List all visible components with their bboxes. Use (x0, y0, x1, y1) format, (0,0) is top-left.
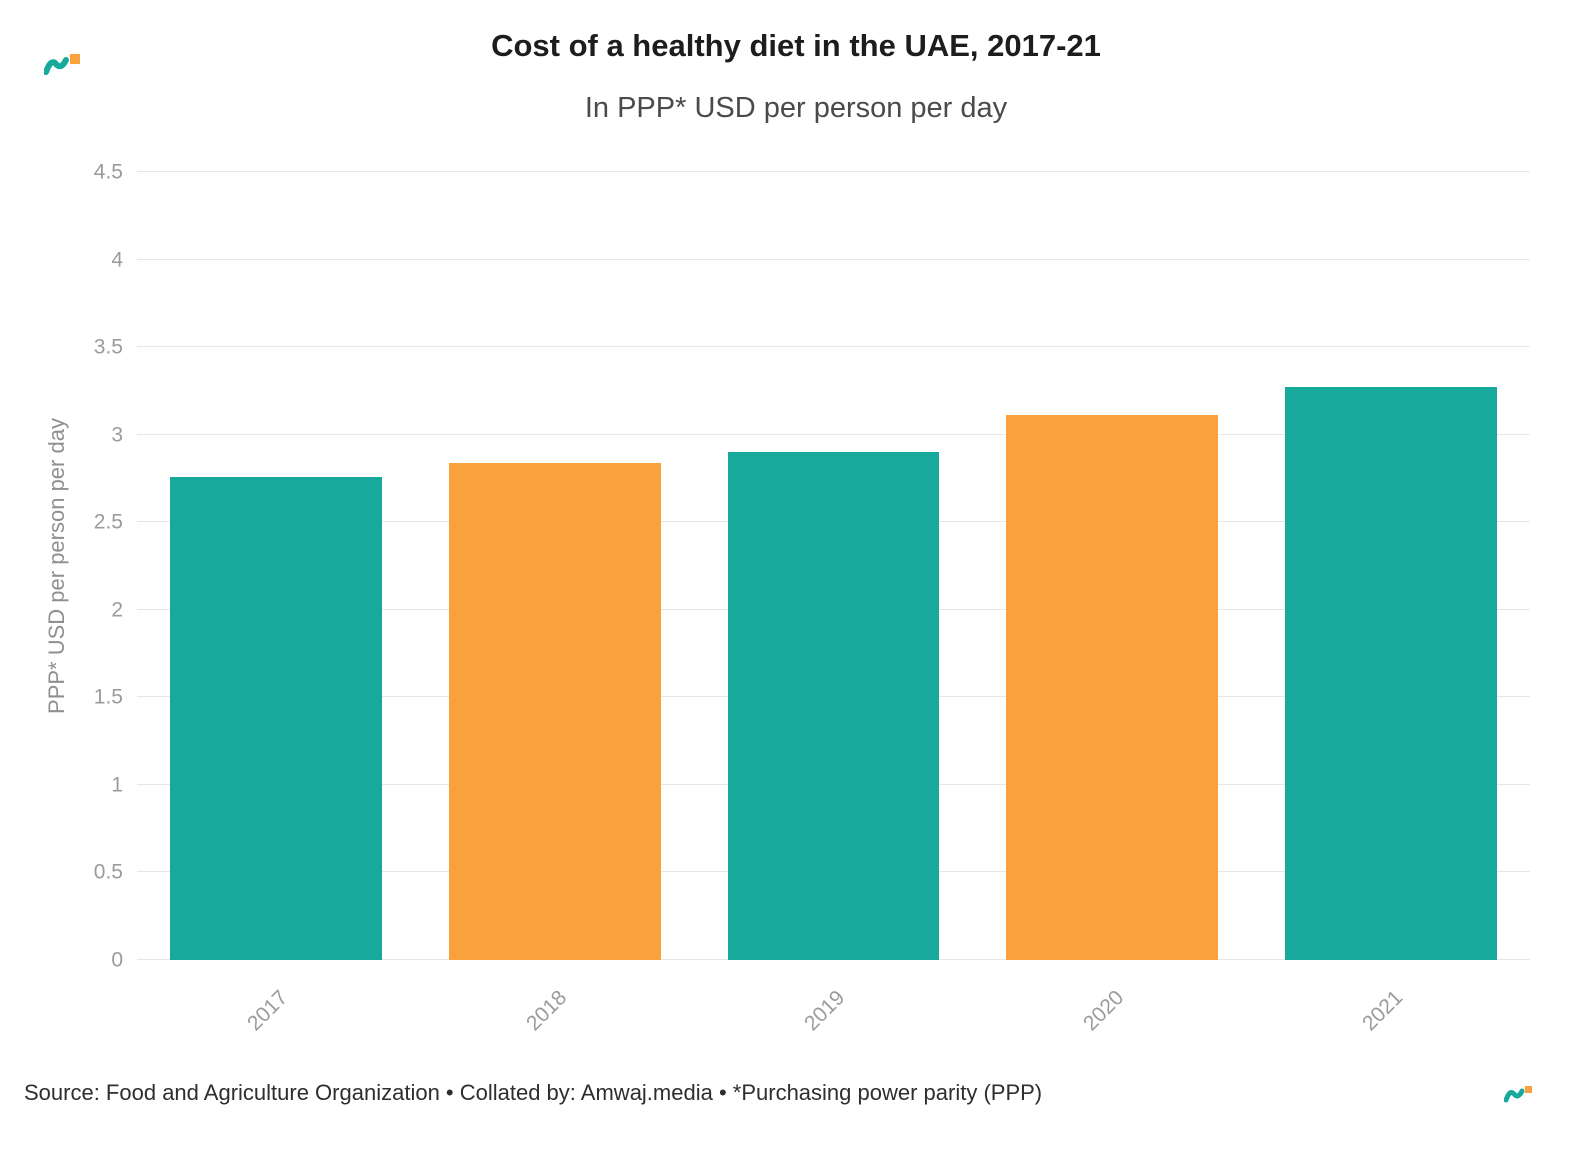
chart-title: Cost of a healthy diet in the UAE, 2017-… (491, 28, 1101, 63)
x-tick-label: 2020 (1079, 986, 1129, 1036)
amwaj-logo-icon (43, 50, 84, 80)
y-tick-label: 3.5 (93, 335, 123, 359)
bar-slot: 2021 (1251, 172, 1530, 1035)
bar-slot: 2017 (137, 172, 416, 1035)
bar-2017 (170, 476, 383, 960)
y-tick-label: 4 (111, 248, 123, 272)
bars: 2017 2018 2019 2020 2021 (137, 172, 1530, 1035)
gridline (137, 258, 1530, 260)
x-tick-label: 2018 (521, 986, 572, 1036)
plot-area: 0 0.5 1 1.5 2 2.5 3 3.5 4 4.5 2017 2018 2019 2020 202… (94, 162, 1530, 1035)
bar-2019 (727, 452, 940, 960)
y-tick-label: 3 (111, 423, 123, 447)
bar-slot: 2018 (416, 172, 695, 1035)
gridline (137, 171, 1530, 172)
bar-2020 (1006, 415, 1218, 960)
y-tick-label: 0.5 (93, 860, 123, 884)
y-tick-label: 4.5 (93, 160, 123, 184)
bar-slot: 2020 (973, 172, 1252, 1035)
y-tick-label: 0 (111, 948, 123, 972)
y-tick-label: 2 (111, 598, 123, 622)
x-tick-label: 2017 (243, 986, 293, 1036)
x-tick-label: 2019 (800, 986, 850, 1036)
bar-slot: 2019 (694, 172, 973, 1035)
x-tick-label: 2021 (1357, 986, 1407, 1036)
y-tick-label: 1.5 (93, 685, 123, 709)
gridline (137, 433, 1530, 435)
amwaj-logo-small-icon (1503, 1084, 1534, 1106)
source-note: Source: Food and Agriculture Organizatio… (24, 1080, 1043, 1105)
y-axis-label: PPP* USD per person per day (44, 418, 69, 714)
gridline (137, 346, 1530, 348)
y-tick-label: 1 (111, 773, 123, 797)
y-tick-label: 2.5 (93, 510, 123, 534)
bar-2021 (1284, 387, 1497, 960)
bar-2018 (449, 462, 661, 960)
chart-subtitle: In PPP* USD per person per day (584, 92, 1008, 124)
